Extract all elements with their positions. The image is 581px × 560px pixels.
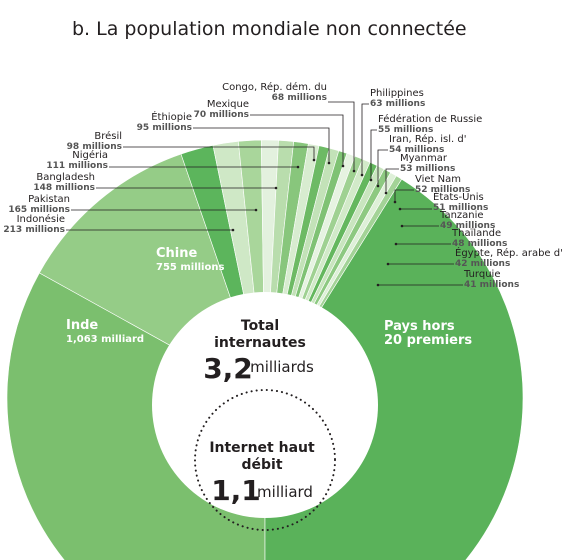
center-unit: milliards [250, 358, 314, 376]
label-value-iran-rep-isl-d: 54 millions [389, 145, 444, 155]
chart-title: b. La population mondiale non connectée [72, 18, 467, 40]
label-name-thailande: Thaïlande [451, 228, 501, 239]
leader-bresil [123, 146, 315, 160]
leader-dot-mexique [341, 164, 345, 168]
label-name-philippines: Philippines [370, 88, 424, 99]
label-value-chine: 755 millions [156, 262, 224, 273]
leader-dot-philippines [360, 173, 364, 177]
leader-dot-turquie [376, 283, 380, 287]
leader-iran-rep-isl-d [377, 149, 388, 186]
leader-dot-pakistan [254, 208, 258, 212]
leader-congo-rep-dem-du [328, 101, 355, 171]
label-name-federation-de-russie: Fédération de Russie [378, 113, 482, 125]
label-name-iran-rep-isl-d: Iran, Rép. isl. d' [389, 133, 466, 145]
label-name-indonesie: Indonésie [17, 213, 65, 225]
label-value-ethiopie: 95 millions [137, 123, 192, 133]
leader-viet-nam [394, 189, 414, 202]
leader-federation-de-russie [370, 129, 377, 180]
label-name-pakistan: Pakistan [28, 194, 70, 205]
label-name-etats-unis: États-Unis [433, 190, 484, 203]
leader-ethiopie [193, 127, 330, 163]
leader-lines [66, 101, 463, 287]
label-value-mexique: 70 millions [194, 110, 249, 120]
center-hole [152, 292, 378, 518]
leader-dot-ethiopie [327, 161, 331, 165]
leader-dot-viet-nam [393, 200, 397, 204]
leader-dot-federation-de-russie [369, 178, 373, 182]
leader-dot-bresil [312, 158, 316, 162]
leader-dot-myanmar [384, 191, 388, 195]
label-name-congo-rep-dem-du: Congo, Rép. dém. du [222, 81, 327, 93]
label-value-thailande: 48 millions [452, 239, 507, 249]
inner-title-line1: Internet haut [209, 440, 315, 456]
label-name-tanzanie: Tanzanie [439, 210, 484, 221]
label-value-philippines: 63 millions [370, 99, 425, 109]
label-value-egypte-rep-arabe-d: 42 millions [455, 259, 510, 269]
leader-mexique [250, 114, 344, 166]
label-value-tanzanie: 49 millions [440, 221, 495, 231]
label-value-pakistan: 165 millions [8, 205, 70, 215]
center-number: 3,2 [203, 352, 253, 385]
label-name-inde: Inde [66, 318, 98, 333]
leader-dot-thailande [394, 242, 398, 246]
label-name-bresil: Brésil [94, 130, 122, 142]
label-name-nigeria: Nigéria [72, 149, 108, 161]
center-title-line2: internautes [214, 335, 306, 351]
label-name-myanmar: Myanmar [400, 153, 448, 164]
label-value-myanmar: 53 millions [400, 164, 455, 174]
label-value-inde: 1,063 milliard [66, 334, 144, 345]
center-title-line1: Total [241, 318, 279, 334]
inner-title-line2: débit [241, 457, 282, 473]
broadband-circle [194, 389, 336, 531]
label-value-turquie: 41 millions [464, 280, 519, 290]
label-value-nigeria: 111 millions [46, 161, 108, 171]
label-value-federation-de-russie: 55 millions [378, 125, 433, 135]
label-name-egypte-rep-arabe-d: Égypte, Rép. arabe d' [455, 246, 563, 259]
label-name-pays-hors: Pays hors [384, 319, 455, 334]
label-name-bangladesh: Bangladesh [36, 172, 95, 183]
label-value-congo-rep-dem-du: 68 millions [272, 93, 327, 103]
label-value-pays-hors: 20 premiers [384, 333, 472, 348]
label-value-viet-nam: 52 millions [415, 185, 470, 195]
label-name-turquie: Turquie [463, 269, 500, 280]
inner-number: 1,1 [211, 474, 261, 507]
label-name-viet-nam: Viet Nam [415, 174, 461, 185]
label-value-bresil: 98 millions [67, 142, 122, 152]
inner-unit: milliard [257, 483, 313, 501]
label-name-chine: Chine [156, 246, 198, 261]
leader-myanmar [385, 168, 399, 193]
leader-dot-indonesie [231, 228, 235, 232]
label-name-mexique: Mexique [207, 99, 249, 110]
leader-dot-bangladesh [274, 186, 278, 190]
label-name-ethiopie: Éthiopie [151, 110, 192, 123]
label-value-etats-unis: 51 millions [433, 203, 488, 213]
leader-dot-etats-unis [398, 207, 402, 211]
leader-dot-nigeria [296, 165, 300, 169]
label-value-bangladesh: 148 millions [33, 183, 95, 193]
leader-philippines [361, 103, 369, 175]
leader-dot-iran-rep-isl-d [376, 184, 380, 188]
leader-dot-egypte-rep-arabe-d [386, 262, 390, 266]
leader-dot-congo-rep-dem-du [352, 169, 356, 173]
label-value-indonesie: 213 millions [3, 225, 65, 235]
leader-dot-tanzanie [400, 224, 404, 228]
